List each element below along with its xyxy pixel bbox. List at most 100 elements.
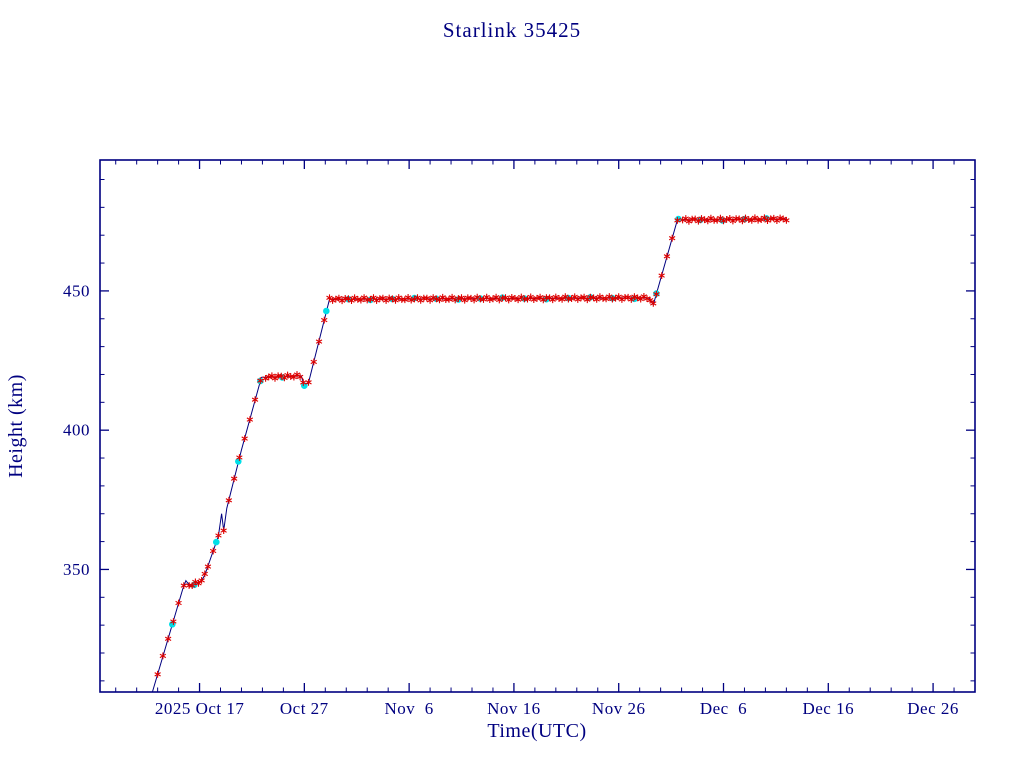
x-tick-label: Nov 16 [487,699,541,718]
plot-box [99,159,976,693]
red-asterisk [414,294,421,302]
y-tick-label: 400 [63,421,90,440]
red-asterisk [704,217,711,225]
red-asterisk [189,582,196,589]
red-asterisk [357,296,365,304]
red-asterisk [198,577,205,584]
red-asterisk [271,374,279,382]
red-asterisk [615,293,622,301]
red-asterisk [281,374,288,382]
red-asterisk [637,295,644,303]
red-asterisk [296,373,304,381]
red-asterisk [748,216,755,224]
red-asterisk [154,670,161,678]
red-asterisk [404,294,412,301]
red-asterisk [558,295,566,303]
red-asterisk [326,294,333,302]
red-asterisk [170,618,177,625]
red-asterisk [580,293,588,301]
y-tick-label: 450 [63,281,90,300]
red-asterisk [628,296,635,303]
red-asterisk [593,296,600,303]
red-asterisk [257,377,264,385]
red-asterisk [682,215,689,222]
red-asterisk [392,296,399,304]
red-asterisk [310,358,317,366]
red-asterisk [527,293,534,301]
x-tick-label: Nov 26 [592,699,646,718]
red-asterisk [436,296,443,304]
red-asterisk [300,379,307,386]
cyan-dot-markers [169,215,770,628]
chart-title: Starlink 35425 [443,18,581,42]
x-axis-title: Time(UTC) [487,720,586,742]
red-asterisk [215,532,222,539]
red-asterisk [653,290,660,298]
y-axis-title: Height (km) [5,374,27,478]
height-line [151,218,787,692]
x-tick-label: Nov 6 [384,699,433,718]
red-asterisk [646,296,654,304]
red-asterisk [204,563,212,570]
x-tick-label: Dec 26 [907,699,959,718]
red-asterisk [483,293,490,301]
red-asterisk [241,435,248,442]
red-asterisk [209,547,217,555]
red-asterisk [305,378,312,386]
red-asterisk [335,294,343,302]
cyan-dot [235,458,242,465]
x-tick-label: 2025 Oct 17 [155,699,245,718]
red-asterisk [761,214,768,222]
plot-area: 2025 Oct 17 Oct 27 Nov 6 Nov 16 Nov 26 Dec 6 D… [63,159,976,718]
red-asterisk [549,296,556,304]
x-tick-label: Dec 16 [802,699,854,718]
red-asterisk [668,234,676,242]
red-asterisk [321,316,328,324]
red-asterisk [783,216,790,224]
red-asterisk [164,635,172,643]
red-asterisk [201,570,208,578]
red-asterisk [315,338,323,345]
red-asterisk [533,294,541,302]
red-asterisk [230,475,238,483]
red-asterisk [650,300,657,307]
red-asterisk [426,296,434,304]
red-asterisk [773,217,781,224]
red-asterisk [236,454,243,461]
red-asterisk [658,272,665,279]
red-asterisk [220,527,227,534]
red-asterisk [739,217,746,225]
red-asterisk [268,372,276,380]
red-asterisk [458,294,465,302]
red-asterisk [695,217,702,225]
red-asterisk [505,296,512,304]
red-asterisk [290,373,298,381]
red-asterisk [246,416,254,423]
red-asterisk [180,582,188,589]
red-asterisk [514,296,522,304]
red-asterisk [717,214,724,222]
red-asterisk [195,579,202,587]
red-asterisk [159,652,167,660]
red-asterisk [584,296,591,304]
red-asterisk [225,496,233,504]
red-asterisk [470,296,478,304]
x-tick-label: Oct 27 [280,699,329,718]
red-asterisk [175,599,182,607]
red-asterisk [663,252,671,260]
cyan-dot [323,307,330,315]
red-asterisk [370,294,377,302]
red-asterisk [492,293,500,301]
cyan-dot [213,538,220,546]
red-asterisk [348,297,355,304]
red-asterisk [674,217,681,224]
red-asterisk-markers [154,214,790,678]
red-asterisk [571,293,578,301]
red-asterisk [382,297,390,304]
red-asterisk [536,293,544,301]
red-asterisk [606,293,613,300]
y-tick-label: 350 [63,560,90,579]
red-asterisk [448,293,456,301]
